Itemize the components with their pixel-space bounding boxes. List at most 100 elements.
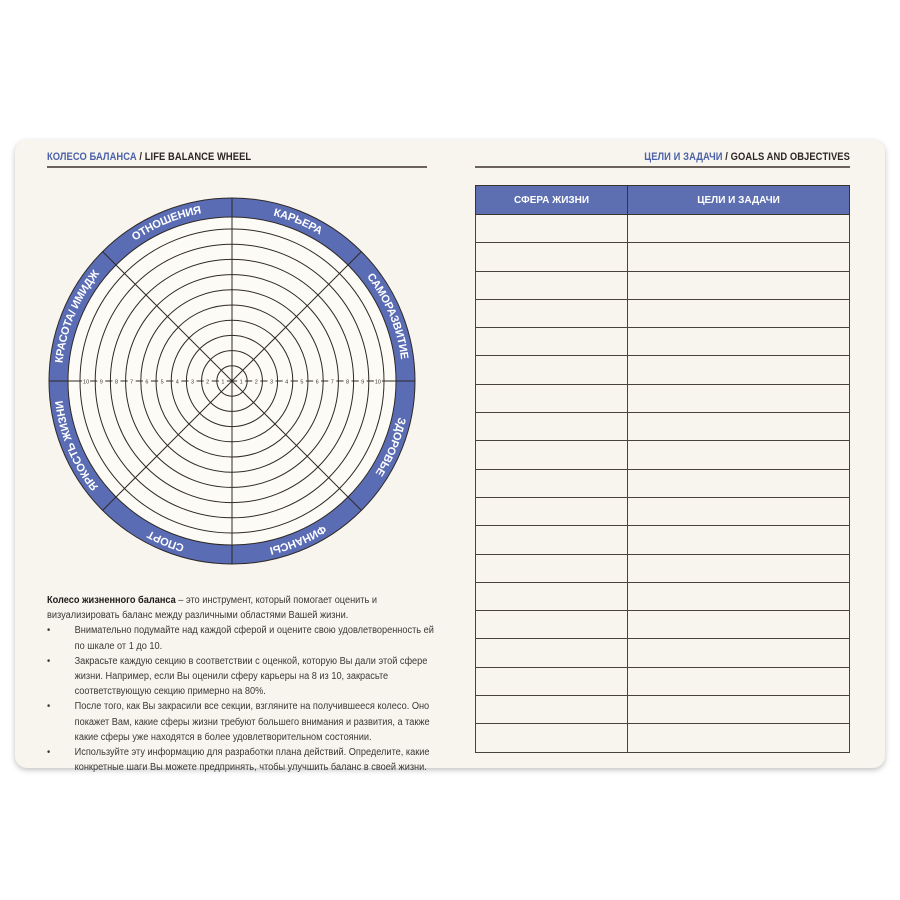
column-header-goals: ЦЕЛИ И ЗАДАЧИ: [627, 185, 850, 215]
scale-label: 2: [255, 380, 258, 386]
table-row: [475, 298, 850, 329]
scale-label-bg: [237, 376, 246, 385]
table-row: [475, 496, 850, 527]
goals-cell[interactable]: [627, 327, 850, 357]
column-header-sphere: СФЕРА ЖИЗНИ: [475, 185, 628, 215]
life-balance-wheel[interactable]: 1 12 23 34 45 56 67 78 89 910 10КАРЬЕРАСАМОРАЗВИТИ…: [48, 197, 416, 565]
table-row: [475, 666, 850, 697]
scale-label: 3: [191, 380, 194, 386]
scale-label-bg: [358, 376, 367, 385]
sphere-cell[interactable]: [475, 723, 628, 753]
goals-cell[interactable]: [627, 581, 850, 612]
header-sep: /: [722, 151, 731, 163]
list-item: После того, как Вы закрасили все секции,…: [47, 699, 438, 745]
scale-label: 2: [206, 380, 209, 386]
scale-label-bg: [158, 376, 167, 385]
sphere-cell[interactable]: [475, 468, 628, 498]
table-row: [475, 723, 850, 753]
goals-cell[interactable]: [627, 610, 850, 640]
goals-table: СФЕРА ЖИЗНИ ЦЕЛИ И ЗАДАЧИ: [475, 185, 850, 753]
goals-cell[interactable]: [627, 695, 850, 725]
table-row: [475, 440, 850, 470]
scale-label-bg: [218, 376, 227, 385]
goals-cell[interactable]: [627, 242, 850, 272]
goals-cell[interactable]: [627, 440, 850, 470]
sphere-cell[interactable]: [475, 496, 628, 527]
scale-label: 7: [331, 380, 334, 386]
sphere-cell[interactable]: [475, 553, 628, 583]
scale-label-bg: [112, 376, 121, 385]
wheel-description: Колесо жизненного баланса – это инструме…: [47, 593, 438, 775]
table-row: [475, 468, 850, 498]
left-header-rule: [47, 166, 427, 168]
table-row: [475, 525, 850, 555]
table-row: [475, 610, 850, 640]
right-header-rule: [475, 166, 850, 168]
table-row: [475, 412, 850, 442]
header-en: GOALS AND OBJECTIVES: [730, 151, 850, 163]
scale-label-bg: [97, 376, 106, 385]
goals-cell[interactable]: [627, 270, 850, 300]
scale-label: 6: [145, 380, 148, 386]
scale-label: 9: [100, 380, 103, 386]
scale-label: 3: [270, 380, 273, 386]
sphere-cell[interactable]: [475, 610, 628, 640]
right-page-header: ЦЕЛИ И ЗАДАЧИ / GOALS AND OBJECTIVES: [644, 151, 850, 163]
sphere-cell[interactable]: [475, 638, 628, 668]
sphere-cell[interactable]: [475, 298, 628, 329]
goals-cell[interactable]: [627, 412, 850, 442]
scale-label-bg: [203, 376, 212, 385]
sphere-cell[interactable]: [475, 581, 628, 612]
sphere-cell[interactable]: [475, 213, 628, 244]
header-ru: КОЛЕСО БАЛАНСА: [47, 151, 137, 163]
scale-label-bg: [173, 376, 182, 385]
goals-cell[interactable]: [627, 213, 850, 244]
sphere-cell[interactable]: [475, 666, 628, 697]
scale-label-bg: [127, 376, 136, 385]
scale-label: 4: [176, 380, 179, 386]
goals-cell[interactable]: [627, 468, 850, 498]
goals-cell[interactable]: [627, 525, 850, 555]
scale-label: 7: [130, 380, 133, 386]
table-row: [475, 355, 850, 385]
header-ru: ЦЕЛИ И ЗАДАЧИ: [644, 151, 723, 163]
table-row: [475, 242, 850, 272]
scale-label: 1: [221, 380, 224, 386]
goals-cell[interactable]: [627, 355, 850, 385]
table-row: [475, 553, 850, 583]
lead-bold: Колесо жизненного баланса: [47, 595, 176, 606]
sphere-cell[interactable]: [475, 242, 628, 272]
scale-label: 8: [115, 380, 118, 386]
left-page-header: КОЛЕСО БАЛАНСА / LIFE BALANCE WHEEL: [47, 151, 251, 163]
table-row: [475, 327, 850, 357]
sphere-cell[interactable]: [475, 355, 628, 385]
goals-cell[interactable]: [627, 723, 850, 753]
scale-label: 5: [300, 380, 303, 386]
goals-cell[interactable]: [627, 638, 850, 668]
sphere-cell[interactable]: [475, 440, 628, 470]
lead-rest: – это инструмент, который помогает оцени…: [47, 595, 378, 622]
goals-cell[interactable]: [627, 383, 850, 414]
scale-label: 9: [361, 380, 364, 386]
description-lead: Колесо жизненного баланса – это инструме…: [47, 593, 438, 623]
goals-cell[interactable]: [627, 298, 850, 329]
sphere-cell[interactable]: [475, 412, 628, 442]
scale-label: 10: [83, 380, 89, 386]
goals-cell[interactable]: [627, 496, 850, 527]
goals-cell[interactable]: [627, 666, 850, 697]
sphere-cell[interactable]: [475, 383, 628, 414]
sphere-cell[interactable]: [475, 525, 628, 555]
sphere-cell[interactable]: [475, 327, 628, 357]
sphere-cell[interactable]: [475, 695, 628, 725]
scale-label: 5: [161, 380, 164, 386]
table-row: [475, 213, 850, 244]
table-row: [475, 383, 850, 414]
table-row: [475, 270, 850, 300]
wheel-center: [230, 379, 234, 383]
scale-label: 1: [240, 380, 243, 386]
goals-cell[interactable]: [627, 553, 850, 583]
sphere-cell[interactable]: [475, 270, 628, 300]
scale-label-bg: [297, 376, 306, 385]
instructions-list: Внимательно подумайте над каждой сферой …: [47, 623, 438, 775]
scale-label-bg: [328, 376, 337, 385]
